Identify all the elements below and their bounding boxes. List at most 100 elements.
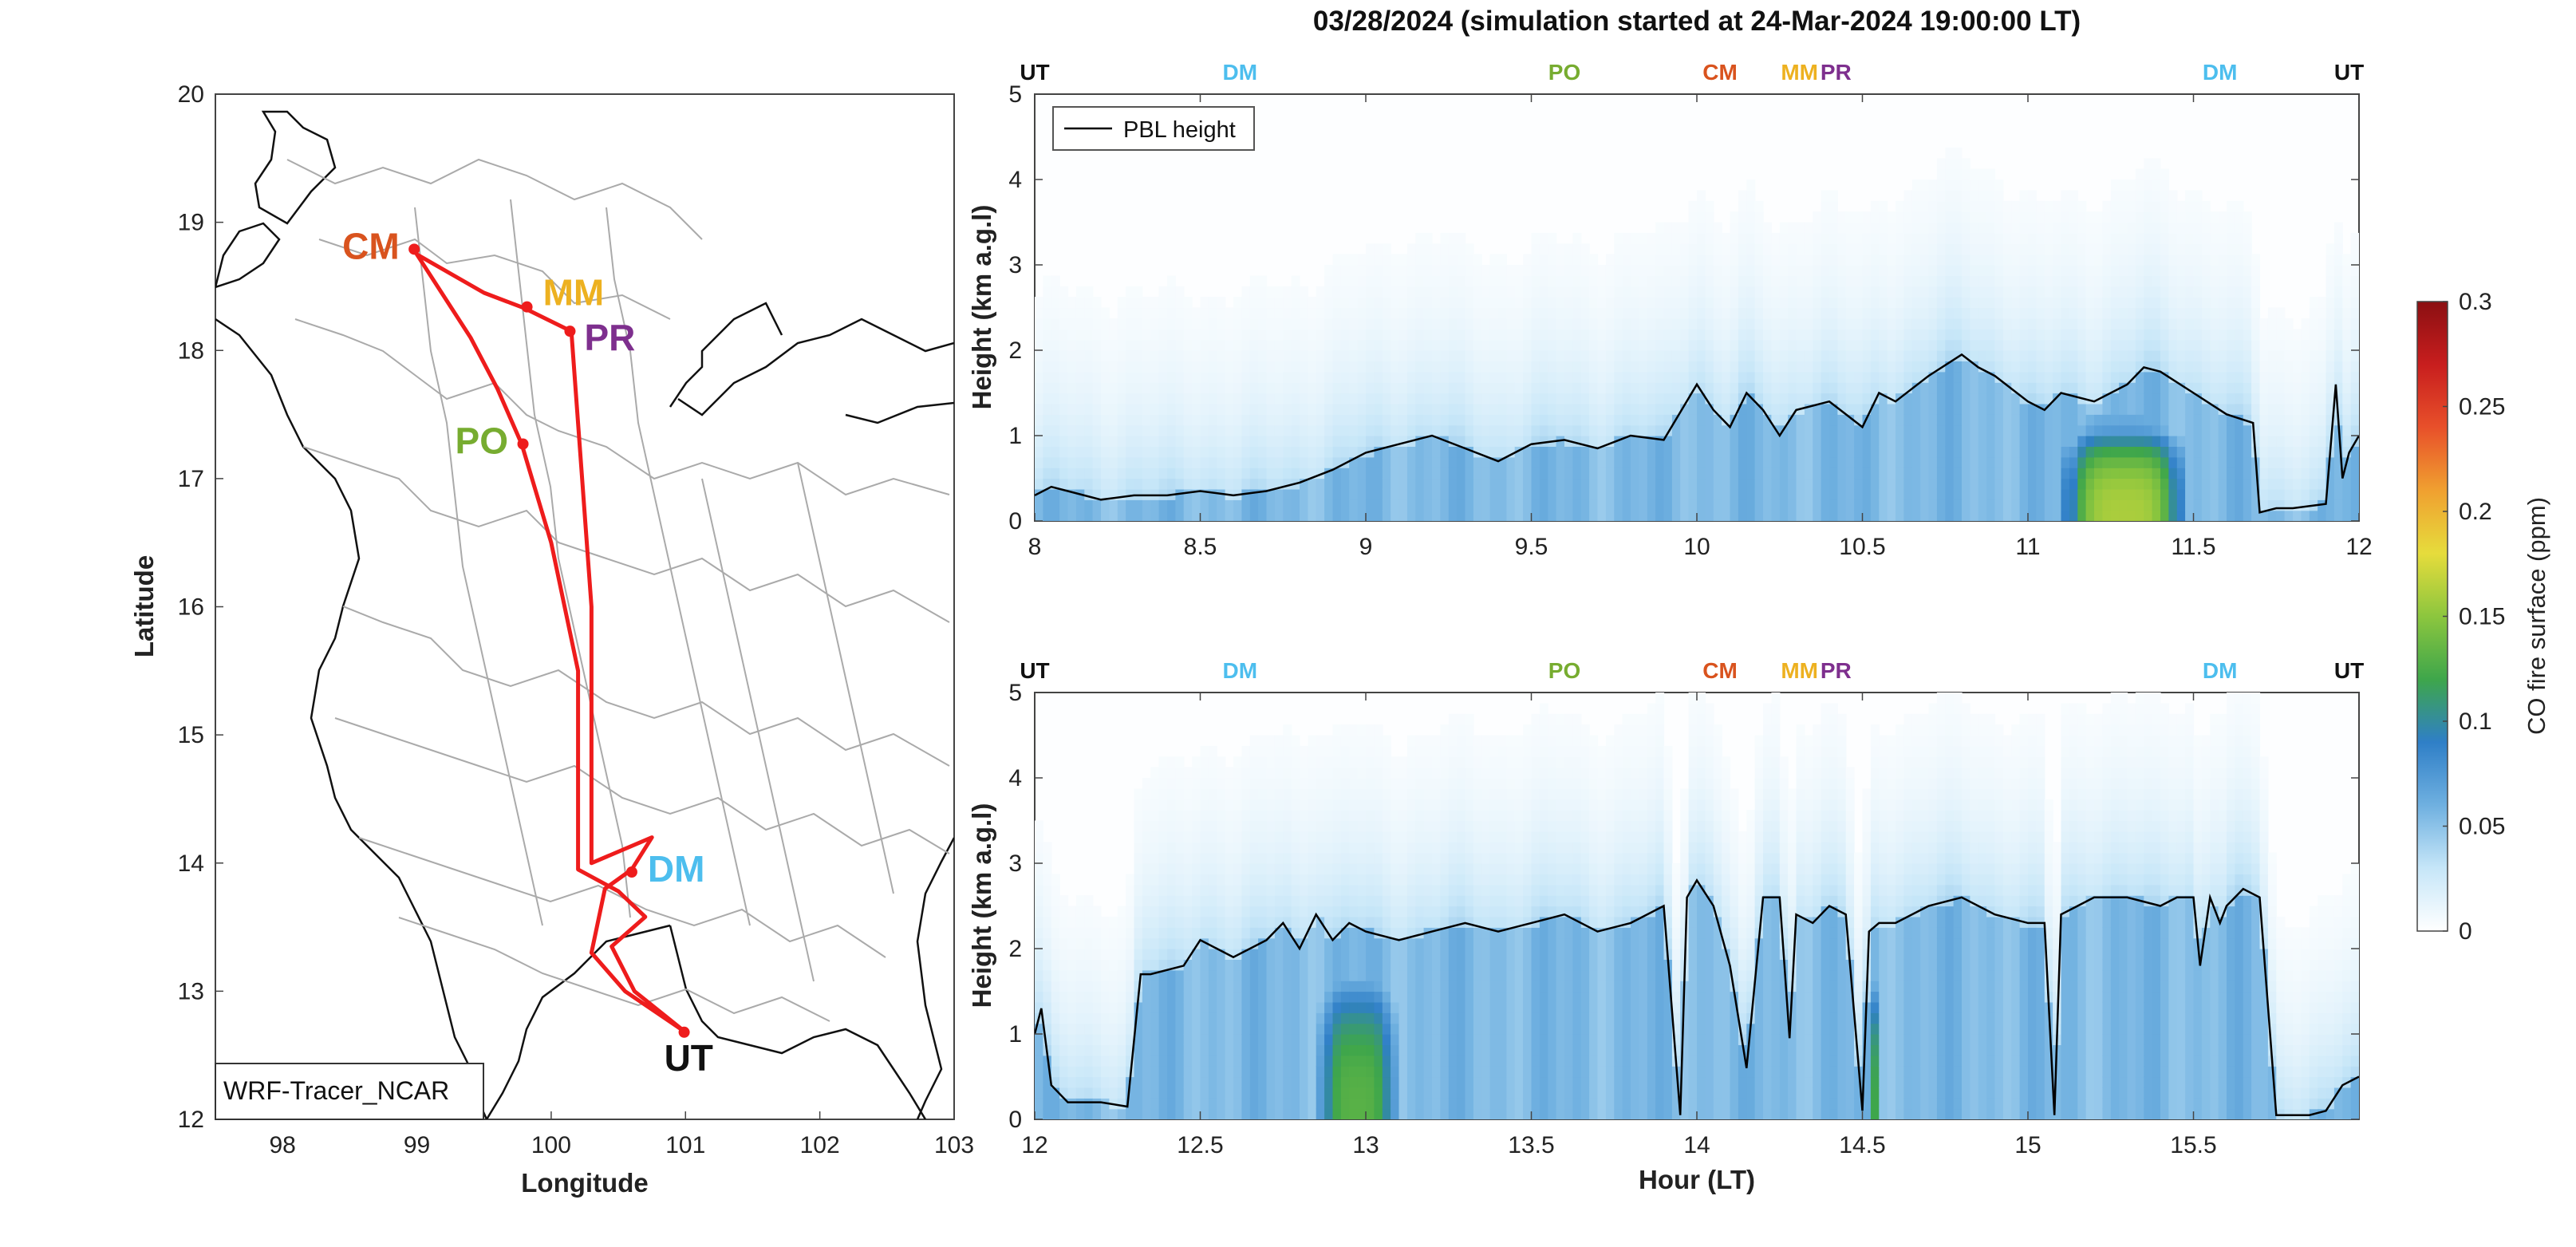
co-cell: [1415, 403, 1425, 415]
co-cell: [1457, 510, 1466, 521]
co-cell: [1572, 488, 1582, 500]
co-cell: [1663, 265, 1673, 276]
co-cell: [2036, 200, 2045, 212]
co-cell: [1631, 318, 1639, 330]
co-cell: [1887, 510, 1896, 521]
co-cell: [1771, 446, 1781, 458]
co-cell: [2152, 424, 2161, 436]
co-cell: [1043, 339, 1052, 351]
co-cell: [1457, 488, 1466, 500]
co-cell: [1489, 499, 1499, 511]
co-cell: [1671, 286, 1681, 298]
co-cell: [1167, 414, 1176, 426]
co-cell: [1274, 488, 1284, 500]
co-cell: [1035, 1001, 1043, 1013]
co-cell: [1589, 371, 1599, 383]
co-cell: [1158, 456, 1168, 468]
co-cell: [1804, 243, 1813, 255]
co-cell: [1473, 265, 1482, 276]
co-cell: [1043, 510, 1052, 521]
co-cell: [2342, 382, 2352, 394]
co-cell: [1705, 211, 1714, 223]
co-cell: [1051, 927, 1060, 939]
co-cell: [1192, 424, 1201, 436]
co-cell: [1415, 350, 1425, 361]
co-cell: [1324, 318, 1334, 330]
co-cell: [1249, 361, 1259, 373]
co-cell: [1043, 874, 1052, 886]
co-cell: [1432, 265, 1441, 276]
co-cell: [1994, 286, 2004, 298]
co-cell: [1167, 339, 1176, 351]
co-cell: [1531, 371, 1540, 383]
co-cell: [1126, 1012, 1135, 1024]
co-cell: [1556, 254, 1565, 266]
co-cell: [1713, 403, 1722, 415]
co-cell: [1986, 211, 1996, 223]
co-cell: [1953, 180, 1963, 191]
co-cell: [2201, 499, 2211, 511]
co-cell: [1158, 510, 1168, 521]
co-cell: [1936, 265, 1946, 276]
co-cell: [1465, 307, 1474, 319]
co-cell: [2333, 361, 2343, 373]
co-cell: [1655, 350, 1665, 361]
co-cell: [2210, 307, 2219, 319]
co-cell: [2293, 350, 2302, 361]
co-cell: [1432, 403, 1441, 415]
co-cell: [1059, 1023, 1069, 1035]
co-cell: [2085, 499, 2095, 511]
co-cell: [1548, 393, 1557, 404]
co-cell: [2069, 436, 2078, 447]
co-cell: [1043, 361, 1052, 373]
co-cell: [2235, 211, 2244, 223]
co-cell: [1539, 350, 1548, 361]
co-cell: [1150, 820, 1160, 832]
co-cell: [1837, 318, 1847, 330]
co-cell: [1126, 456, 1135, 468]
co-cell: [1911, 222, 1921, 234]
co-cell: [1788, 307, 1797, 319]
co-cell: [1605, 468, 1615, 479]
co-cell: [2144, 158, 2153, 170]
co-cell: [1887, 468, 1896, 479]
co-cell: [1448, 468, 1458, 479]
co-cell: [1962, 211, 1970, 223]
co-cell: [2019, 190, 2029, 202]
co-cell: [1514, 361, 1524, 373]
co-cell: [2309, 468, 2318, 479]
co-cell: [1821, 371, 1830, 383]
co-cell: [1631, 371, 1639, 383]
co-cell: [2350, 297, 2359, 309]
co-cell: [2053, 488, 2062, 500]
co-cell: [1920, 436, 1930, 447]
co-cell: [1779, 488, 1789, 500]
co-cell: [1796, 510, 1805, 521]
co-cell: [1896, 488, 1904, 500]
co-cell: [1109, 318, 1118, 330]
co-cell: [2036, 403, 2045, 415]
co-cell: [1962, 158, 1970, 170]
co-cell: [2044, 488, 2053, 500]
co-cell: [2342, 446, 2352, 458]
co-cell: [2342, 265, 2352, 276]
co-cell: [2002, 478, 2012, 490]
co-cell: [1208, 510, 1217, 521]
co-cell: [2110, 297, 2120, 309]
co-cell: [1896, 424, 1904, 436]
co-cell: [2251, 329, 2261, 341]
co-cell: [1448, 414, 1458, 426]
co-cell: [1879, 468, 1888, 479]
co-cell: [1911, 414, 1921, 426]
co-cell: [1506, 339, 1516, 351]
co-cell: [2160, 403, 2169, 415]
co-cell: [1821, 211, 1830, 223]
co-cell: [2019, 446, 2029, 458]
co-cell: [2110, 200, 2120, 212]
co-cell: [2028, 222, 2037, 234]
co-cell: [1713, 275, 1722, 287]
co-cell: [1746, 424, 1756, 436]
co-cell: [1854, 371, 1864, 383]
co-cell: [1109, 1108, 1118, 1119]
co-cell: [1332, 478, 1342, 490]
